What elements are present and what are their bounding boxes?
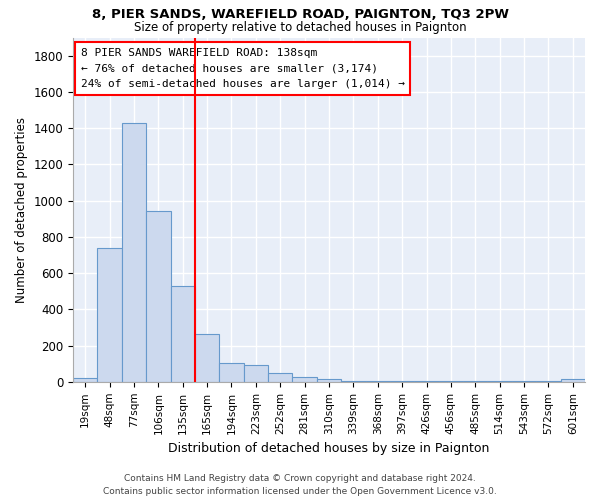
Bar bbox=[365, 381, 390, 382]
Bar bbox=[195, 334, 220, 382]
Bar bbox=[244, 364, 268, 382]
Bar bbox=[390, 381, 415, 382]
Text: Contains HM Land Registry data © Crown copyright and database right 2024.
Contai: Contains HM Land Registry data © Crown c… bbox=[103, 474, 497, 496]
Bar bbox=[146, 212, 170, 382]
Bar bbox=[170, 286, 195, 382]
Bar bbox=[439, 381, 463, 382]
Bar bbox=[415, 381, 439, 382]
Bar bbox=[292, 378, 317, 382]
X-axis label: Distribution of detached houses by size in Paignton: Distribution of detached houses by size … bbox=[169, 442, 490, 455]
Bar bbox=[512, 381, 536, 382]
Text: Size of property relative to detached houses in Paignton: Size of property relative to detached ho… bbox=[134, 21, 466, 34]
Bar bbox=[220, 363, 244, 382]
Bar bbox=[73, 378, 97, 382]
Bar bbox=[560, 379, 585, 382]
Bar bbox=[341, 381, 365, 382]
Text: 8, PIER SANDS, WAREFIELD ROAD, PAIGNTON, TQ3 2PW: 8, PIER SANDS, WAREFIELD ROAD, PAIGNTON,… bbox=[91, 8, 509, 20]
Bar bbox=[97, 248, 122, 382]
Bar bbox=[122, 122, 146, 382]
Bar bbox=[463, 381, 487, 382]
Bar bbox=[268, 373, 292, 382]
Bar bbox=[487, 381, 512, 382]
Bar bbox=[317, 379, 341, 382]
Text: 8 PIER SANDS WAREFIELD ROAD: 138sqm
← 76% of detached houses are smaller (3,174): 8 PIER SANDS WAREFIELD ROAD: 138sqm ← 76… bbox=[81, 48, 405, 89]
Bar bbox=[536, 381, 560, 382]
Y-axis label: Number of detached properties: Number of detached properties bbox=[15, 116, 28, 302]
